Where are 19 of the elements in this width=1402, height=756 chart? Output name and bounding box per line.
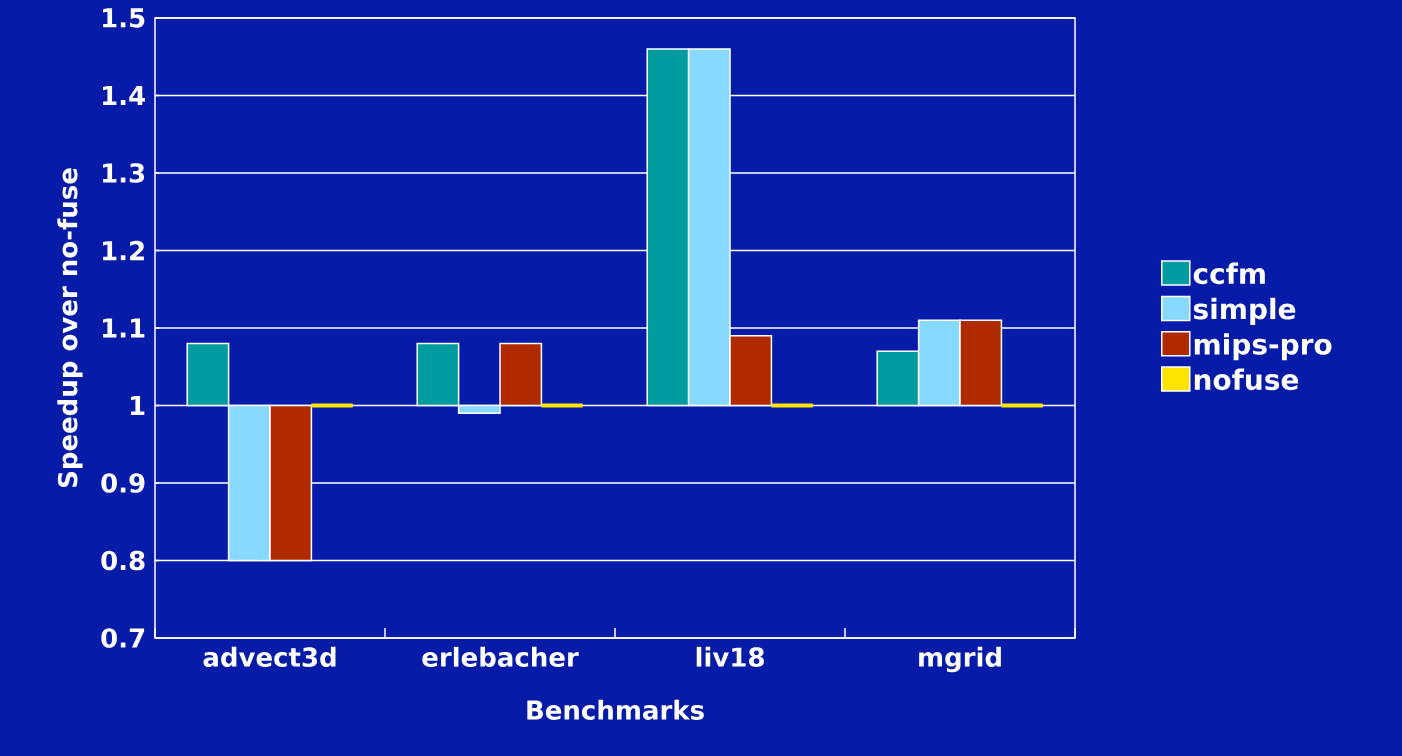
y-tick-label: 1.5 (103, 8, 145, 28)
legend-label: ccfm (1193, 262, 1265, 285)
x-axis-title: Benchmarks (527, 699, 704, 720)
y-tick-label: 1.2 (103, 240, 144, 261)
legend-label: mips-pro (1194, 333, 1332, 361)
y-tick-label: 0.9 (101, 473, 145, 493)
y-tick-label: 1.3 (103, 163, 145, 183)
x-tick-label: liv18 (696, 646, 764, 667)
x-tick-label: mgrid (919, 646, 1001, 673)
y-tick-label: 1 (130, 396, 145, 415)
y-tick-label: 0.7 (101, 628, 145, 648)
legend-label: simple (1193, 297, 1296, 325)
y-tick-label: 1.1 (103, 318, 145, 338)
x-tick-label: erlebacher (422, 646, 579, 667)
x-tick-label: advect3d (203, 646, 336, 667)
legend-label: nofuse (1194, 368, 1299, 391)
y-axis-title: Speedup over no-fuse (57, 168, 83, 488)
y-tick-label: 0.8 (101, 550, 145, 571)
y-tick-label: 1.4 (103, 86, 145, 105)
